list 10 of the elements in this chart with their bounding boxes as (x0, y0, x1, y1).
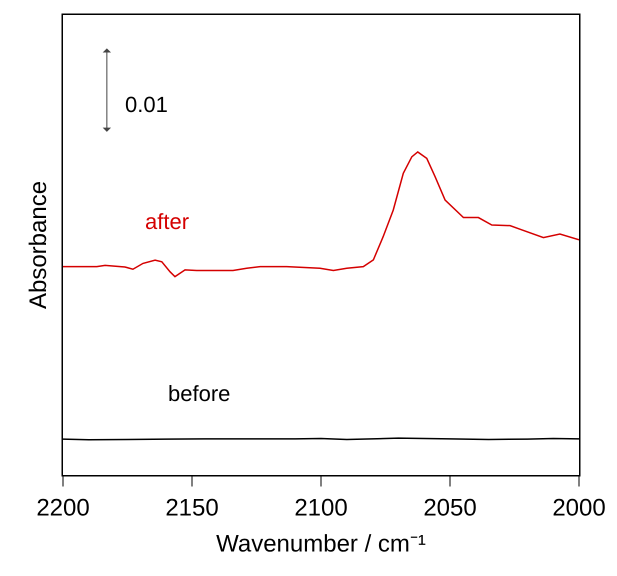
x-tick-label: 2000 (552, 494, 606, 522)
x-tick-label: 2100 (294, 494, 348, 522)
text: 0.01 (125, 92, 168, 117)
series-label: after (145, 209, 190, 234)
series-label: before (168, 381, 230, 406)
x-tick-label: 2150 (165, 494, 219, 522)
x-tick-label: 2200 (36, 494, 90, 522)
y-axis-title: Absorbance (24, 180, 52, 310)
x-axis-title: Wavenumber / cm⁻¹ (216, 530, 426, 558)
x-tick-label: 2050 (423, 494, 477, 522)
